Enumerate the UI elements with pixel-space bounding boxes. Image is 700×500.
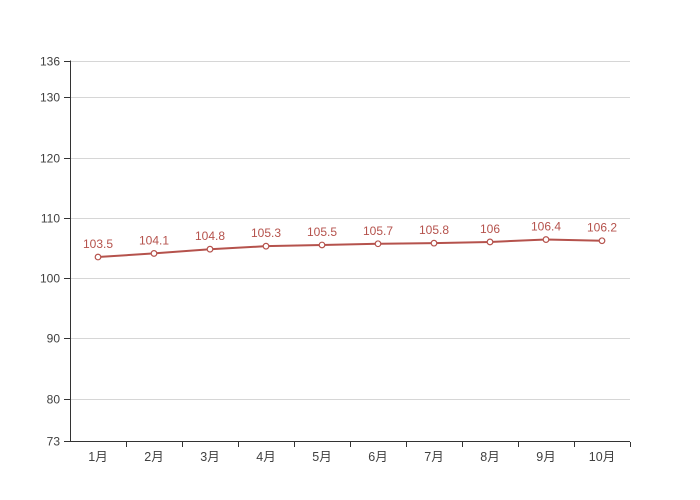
x-tick-label: 1月 — [88, 450, 107, 464]
data-point-label: 106.4 — [531, 220, 561, 234]
data-point-marker — [430, 239, 438, 247]
data-point-marker — [262, 242, 270, 250]
data-point-marker — [542, 236, 550, 243]
y-tick-label: 110 — [41, 212, 60, 226]
y-tick-label: 120 — [40, 152, 60, 166]
y-tick-label: 90 — [47, 332, 61, 346]
data-point-label: 106.2 — [587, 221, 617, 235]
x-tick-label: 5月 — [312, 450, 331, 464]
gridlines-group — [70, 61, 630, 400]
data-point-marker — [206, 245, 214, 253]
data-point-label: 105.3 — [251, 226, 281, 240]
series-group — [94, 236, 606, 261]
data-point-label: 106 — [480, 222, 500, 236]
x-tick-label: 4月 — [256, 450, 275, 464]
y-tick-label: 136 — [40, 55, 60, 69]
data-point-marker — [374, 240, 382, 248]
data-point-label: 105.8 — [419, 223, 449, 237]
data-point-label: 103.5 — [83, 237, 113, 251]
y-tick-label: 130 — [40, 91, 60, 105]
x-tick-label: 8月 — [480, 450, 499, 464]
data-point-label: 104.8 — [195, 229, 225, 243]
x-tick-label: 6月 — [368, 450, 387, 464]
x-tick-label: 10月 — [589, 450, 615, 464]
data-labels-group: 103.5 104.1 104.8 105.3 105.5 105.7 105.8 106 10… — [83, 220, 617, 251]
data-point-label: 105.7 — [363, 224, 393, 238]
x-tick-label: 7月 — [424, 450, 443, 464]
x-tick-label: 9月 — [536, 450, 555, 464]
y-tick-label: 100 — [40, 272, 60, 286]
y-tick-label: 73 — [47, 435, 61, 449]
data-point-marker — [150, 250, 158, 257]
axes-group — [64, 60, 631, 447]
data-point-marker — [94, 253, 102, 261]
series-line — [97, 238, 603, 259]
data-point-marker — [486, 238, 494, 246]
data-point-label: 104.1 — [139, 233, 169, 247]
x-tick-label: 3月 — [200, 450, 219, 464]
y-tick-label: 80 — [47, 393, 61, 407]
data-point-label: 105.5 — [307, 225, 337, 239]
data-point-marker — [598, 237, 606, 245]
data-point-marker — [318, 241, 326, 249]
x-tick-label: 2月 — [144, 450, 163, 464]
tick-labels-group: 73 80 90 100 110 120 130 136 1月 2月 3月 4月 5月 6月 7月 8月 9月 1… — [40, 55, 615, 465]
